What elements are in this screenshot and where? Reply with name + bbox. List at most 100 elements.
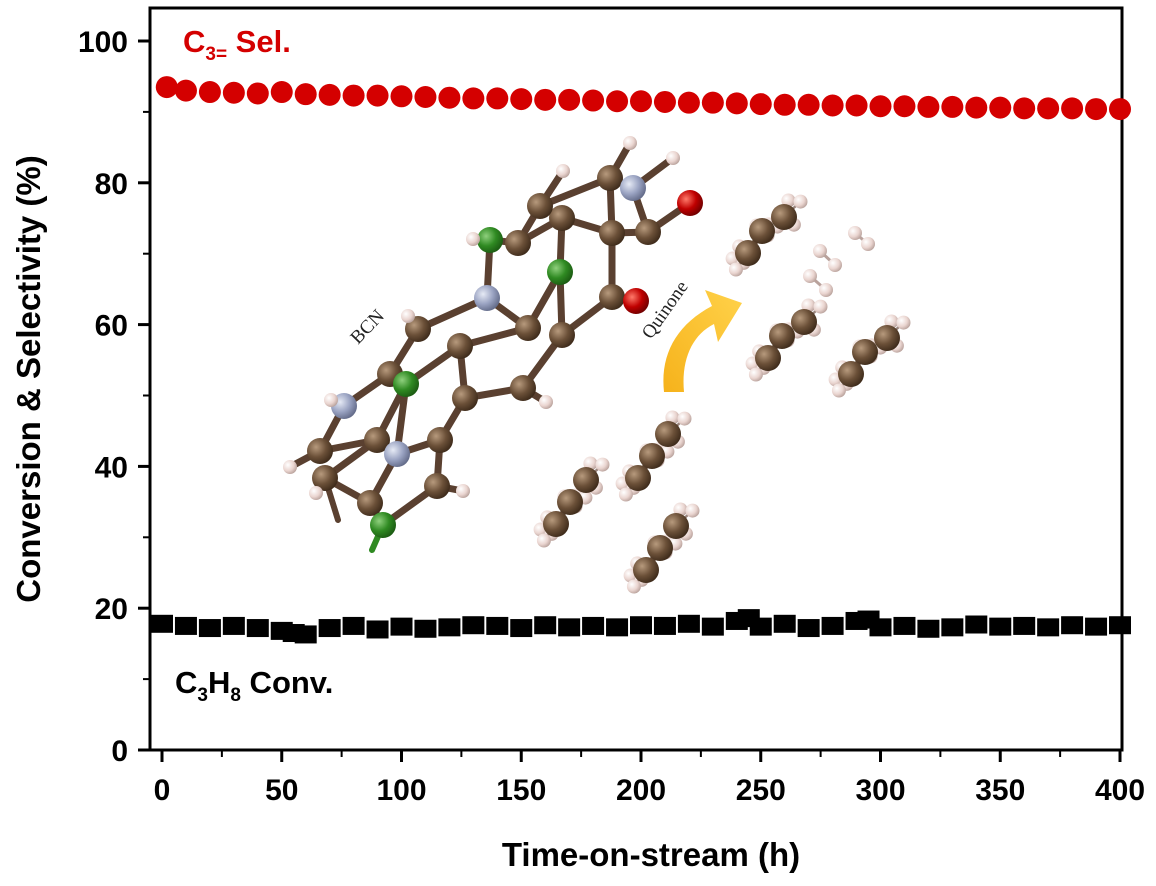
atom [828, 258, 842, 272]
conversion-point [941, 618, 964, 637]
selectivity-point [366, 84, 389, 107]
selectivity-point [630, 90, 652, 113]
reaction-arrow [663, 290, 742, 392]
conversion-point [151, 614, 173, 633]
atom [748, 367, 763, 382]
atom [405, 316, 431, 342]
selectivity-point [1037, 97, 1060, 120]
y-tick-label: 40 [95, 451, 128, 484]
selectivity-point [198, 81, 221, 104]
conversion-point [510, 619, 533, 638]
atom [838, 361, 864, 387]
atom [635, 219, 661, 245]
conversion-point [462, 616, 485, 635]
atom [813, 299, 828, 314]
conversion-point [653, 616, 676, 635]
x-tick-label: 250 [736, 774, 786, 807]
selectivity-point [749, 93, 772, 116]
selectivity-point [342, 84, 365, 107]
atom [456, 484, 470, 498]
selectivity-point [917, 95, 940, 118]
selectivity-point [773, 93, 796, 116]
atom [510, 375, 536, 401]
atom [781, 193, 796, 208]
atom [549, 205, 575, 231]
atom [803, 269, 817, 283]
axes: 0 50 100 150 200 250 300 350 400 0 20 40 60 80 100 [78, 26, 1145, 807]
conversion-point [773, 614, 796, 633]
selectivity-point [155, 76, 178, 99]
atom [557, 489, 583, 515]
atom [599, 220, 625, 246]
selectivity-point [845, 94, 868, 117]
conversion-point [246, 619, 269, 638]
atom [861, 237, 875, 251]
selectivity-point [965, 96, 988, 119]
atom [599, 284, 625, 310]
conversion-point [294, 625, 317, 644]
atom [819, 283, 833, 297]
series-conversion [151, 609, 1131, 644]
atom [452, 385, 478, 411]
selectivity-point [582, 89, 605, 112]
selectivity-point [414, 86, 437, 109]
atom [677, 411, 692, 426]
selectivity-point [893, 95, 916, 118]
conversion-point [198, 619, 221, 638]
selectivity-point [246, 82, 269, 105]
conversion-point [318, 619, 341, 638]
selectivity-point [797, 93, 820, 116]
conversion-point [174, 616, 197, 635]
atom [896, 315, 911, 330]
selectivity-point [1061, 97, 1084, 120]
series-selectivity [155, 76, 1131, 121]
selectivity-point [390, 85, 413, 108]
atom [647, 535, 673, 561]
conversion-point [749, 617, 772, 636]
atom [874, 325, 900, 351]
atom [852, 339, 878, 365]
selectivity-point [438, 86, 461, 109]
conversion-point [989, 617, 1012, 636]
atom [831, 383, 846, 398]
conversion-point [893, 616, 916, 635]
atom [595, 457, 610, 472]
atom [505, 230, 531, 256]
conversion-point [486, 616, 509, 635]
conversion-point [414, 619, 437, 638]
selectivity-point [606, 90, 629, 113]
y-tick-label: 0 [111, 735, 128, 768]
atom [536, 533, 551, 548]
atom [666, 151, 680, 165]
conversion-point [965, 615, 988, 634]
selectivity-point [486, 87, 509, 110]
atom [728, 262, 743, 277]
atom [793, 194, 808, 209]
conversion-point [1061, 616, 1084, 635]
atom [543, 511, 569, 537]
atom [539, 395, 553, 409]
x-tick-label: 0 [154, 774, 171, 807]
molecular-illustration [283, 136, 911, 594]
x-tick-label: 300 [855, 774, 905, 807]
selectivity-point [174, 79, 197, 102]
conversion-point [558, 618, 581, 637]
atom [620, 175, 646, 201]
y-tick-label: 20 [95, 593, 128, 626]
selectivity-point [318, 83, 341, 106]
atom [401, 309, 415, 323]
x-tick-label: 200 [616, 774, 666, 807]
selectivity-point [821, 94, 844, 117]
atom [623, 136, 637, 150]
selectivity-series-label: C3= Sel. [183, 24, 291, 65]
conversion-point [534, 616, 557, 635]
atom [573, 467, 599, 493]
atom [769, 323, 795, 349]
atom [813, 244, 827, 258]
selectivity-point [677, 91, 700, 114]
atom [749, 218, 775, 244]
atom [364, 427, 390, 453]
atom [801, 298, 816, 313]
x-tick-label: 150 [496, 774, 546, 807]
